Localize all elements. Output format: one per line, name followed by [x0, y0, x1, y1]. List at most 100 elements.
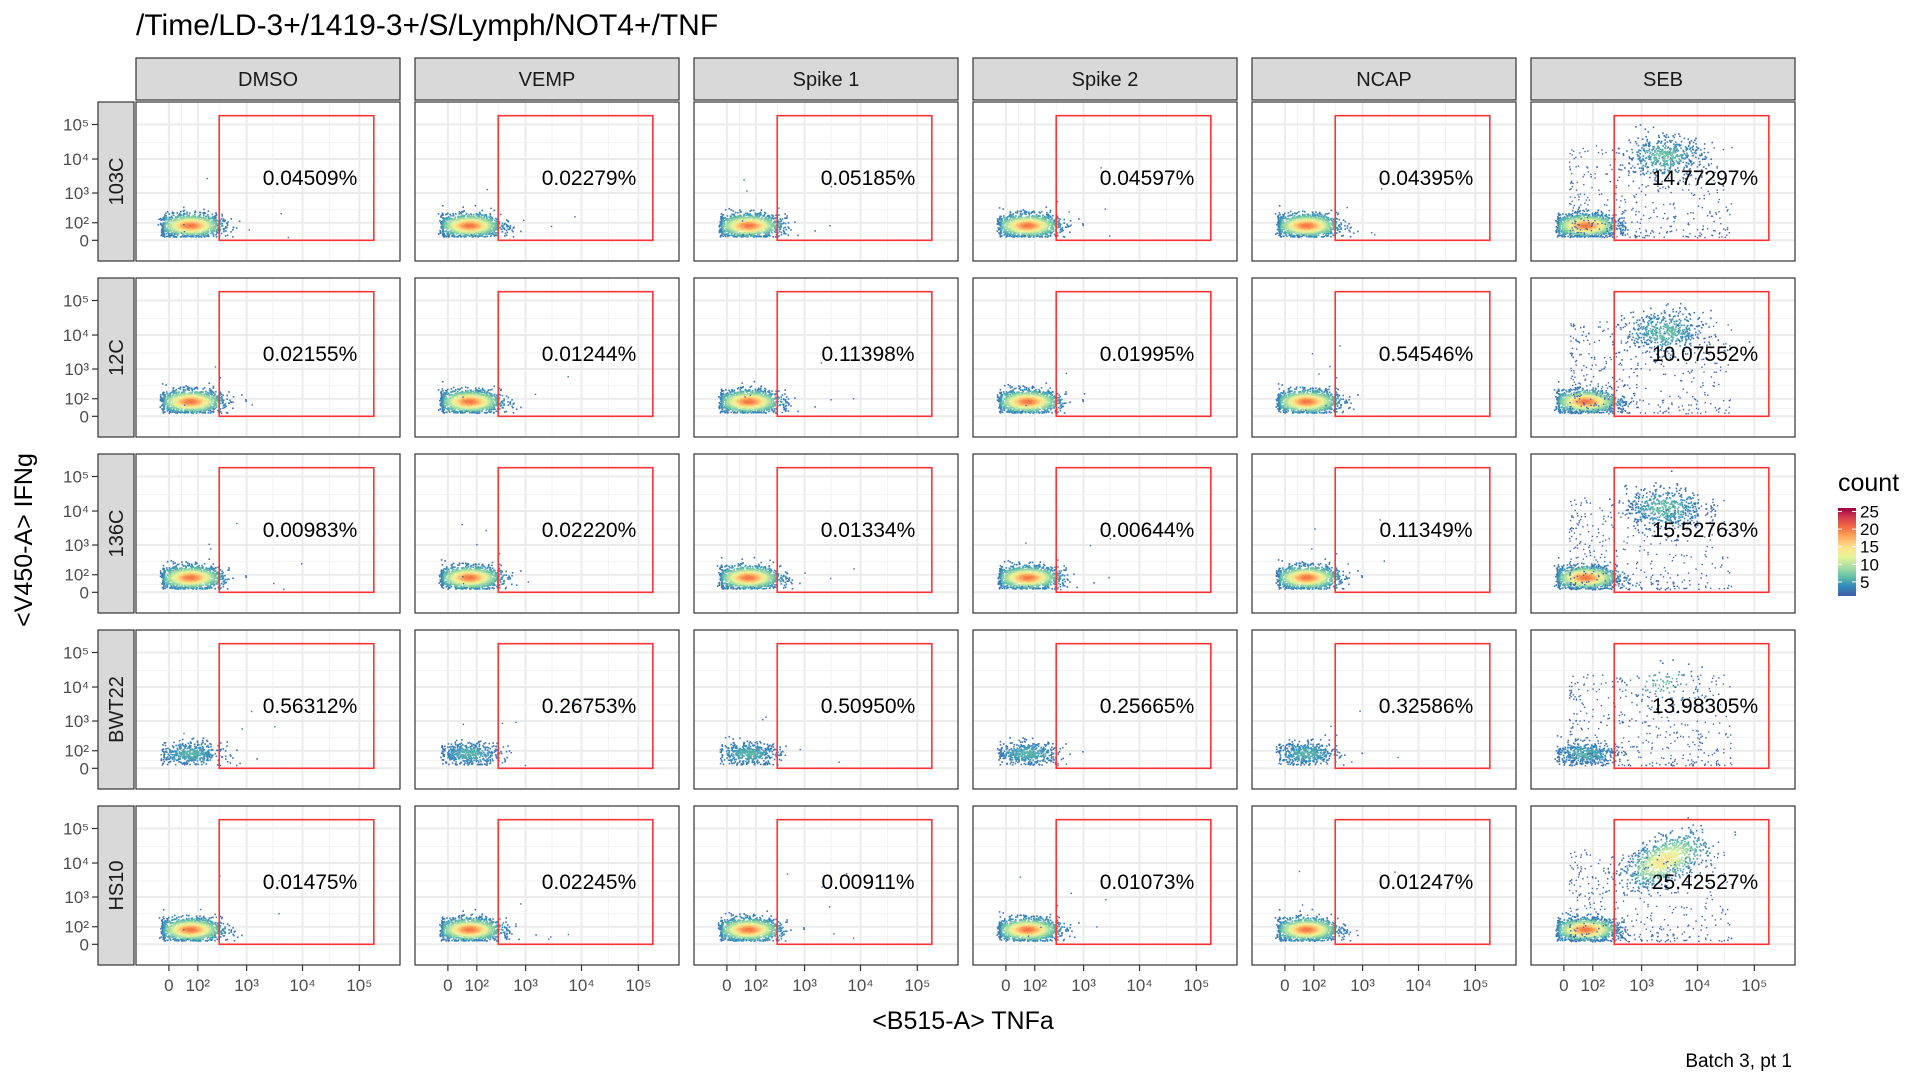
event-point	[784, 231, 786, 233]
event-point	[216, 231, 218, 233]
event-point	[746, 230, 748, 232]
event-point	[184, 219, 186, 221]
event-point	[487, 232, 489, 234]
event-point	[797, 235, 799, 237]
event-point	[456, 233, 458, 235]
event-point	[205, 235, 207, 237]
event-point	[767, 227, 769, 229]
event-point	[186, 219, 188, 221]
event-point	[520, 231, 522, 233]
event-point	[760, 225, 762, 227]
event-point	[747, 226, 749, 228]
event-point	[764, 215, 766, 217]
event-point	[445, 221, 447, 223]
event-point	[770, 227, 772, 229]
event-point	[467, 228, 469, 230]
event-point	[788, 226, 790, 228]
event-point	[755, 227, 757, 229]
event-point	[470, 213, 472, 215]
event-point	[728, 227, 730, 229]
event-point	[471, 219, 473, 221]
event-point	[778, 235, 780, 237]
event-point	[767, 219, 769, 221]
event-point	[216, 220, 218, 222]
event-point	[464, 227, 466, 229]
event-point	[492, 233, 494, 235]
event-point	[163, 222, 165, 224]
event-point	[771, 217, 773, 219]
event-point	[748, 216, 750, 218]
event-point	[199, 233, 201, 235]
event-point	[736, 223, 738, 225]
event-point	[774, 221, 776, 223]
event-point	[461, 215, 463, 217]
event-point	[216, 215, 218, 217]
event-point	[743, 179, 744, 180]
event-point	[224, 228, 226, 230]
event-point	[249, 229, 250, 230]
event-point	[442, 230, 444, 232]
event-point	[779, 218, 781, 220]
event-point	[183, 227, 185, 229]
event-point	[761, 209, 763, 211]
event-point	[207, 178, 208, 179]
event-point	[752, 217, 754, 219]
event-point	[173, 235, 175, 237]
event-point	[739, 221, 741, 223]
event-point	[444, 225, 446, 227]
event-point	[783, 230, 785, 232]
event-point	[445, 230, 447, 232]
event-point	[1046, 206, 1048, 208]
event-point	[775, 236, 777, 238]
event-point	[172, 211, 174, 213]
event-point	[760, 222, 762, 224]
event-point	[192, 227, 194, 229]
row-strip-label: BWT22	[106, 676, 128, 743]
event-point	[788, 234, 790, 236]
event-point	[461, 233, 463, 235]
event-point	[487, 222, 489, 224]
event-point	[187, 234, 189, 236]
event-point	[208, 224, 210, 226]
event-point	[461, 236, 463, 238]
event-point	[722, 219, 724, 221]
event-point	[465, 231, 467, 233]
event-point	[479, 212, 481, 214]
event-point	[496, 227, 498, 229]
event-point	[438, 233, 440, 235]
event-point	[205, 216, 207, 218]
event-point	[464, 215, 466, 217]
event-point	[181, 225, 183, 227]
event-point	[205, 232, 207, 234]
event-point	[473, 219, 475, 221]
event-point	[736, 235, 738, 237]
event-point	[207, 235, 209, 237]
event-point	[203, 213, 205, 215]
event-point	[469, 223, 471, 225]
event-point	[476, 226, 478, 228]
event-point	[454, 230, 456, 232]
event-point	[208, 210, 210, 212]
event-point	[465, 233, 467, 235]
event-point	[783, 233, 785, 235]
event-point	[207, 214, 209, 216]
event-point	[774, 225, 776, 227]
event-point	[211, 232, 213, 234]
event-point	[747, 212, 749, 214]
event-point	[720, 230, 722, 232]
event-point	[171, 230, 173, 232]
event-point	[1052, 215, 1054, 217]
event-point	[195, 236, 197, 238]
event-point	[742, 220, 743, 221]
event-point	[758, 215, 760, 217]
event-point	[186, 213, 188, 215]
event-point	[462, 231, 464, 233]
event-point	[785, 227, 787, 229]
event-point	[495, 222, 497, 224]
event-point	[193, 217, 195, 219]
event-point	[458, 213, 460, 215]
event-point	[729, 223, 731, 225]
event-point	[472, 236, 474, 238]
event-point	[189, 219, 191, 221]
event-point	[180, 222, 182, 224]
